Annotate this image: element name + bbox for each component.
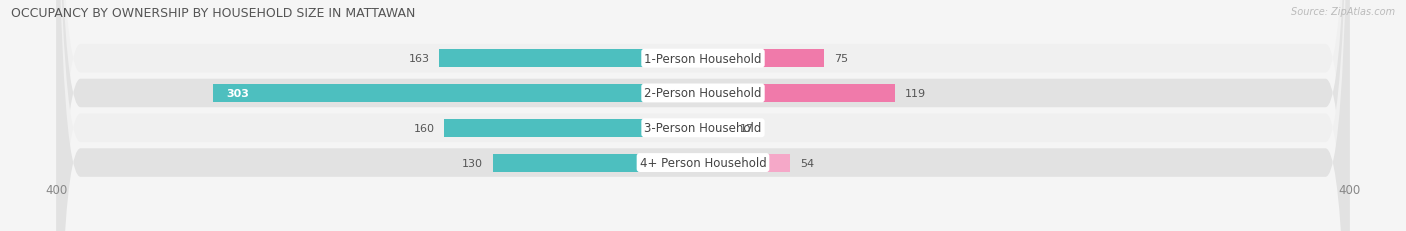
Text: Source: ZipAtlas.com: Source: ZipAtlas.com: [1291, 7, 1395, 17]
Text: 130: 130: [463, 158, 484, 168]
Bar: [703, 85, 896, 103]
Text: 1-Person Household: 1-Person Household: [644, 52, 762, 65]
Bar: [214, 85, 703, 103]
Text: 303: 303: [226, 88, 249, 99]
Text: 3-Person Household: 3-Person Household: [644, 122, 762, 135]
Bar: [444, 119, 703, 137]
Text: 4+ Person Household: 4+ Person Household: [640, 156, 766, 169]
Text: 2-Person Household: 2-Person Household: [644, 87, 762, 100]
Text: 75: 75: [834, 54, 848, 64]
Text: 119: 119: [905, 88, 927, 99]
FancyBboxPatch shape: [56, 0, 1350, 231]
Bar: [440, 50, 703, 68]
Bar: [703, 119, 731, 137]
Text: 160: 160: [413, 123, 434, 133]
Text: 54: 54: [800, 158, 814, 168]
FancyBboxPatch shape: [56, 0, 1350, 231]
Text: 163: 163: [409, 54, 430, 64]
Text: OCCUPANCY BY OWNERSHIP BY HOUSEHOLD SIZE IN MATTAWAN: OCCUPANCY BY OWNERSHIP BY HOUSEHOLD SIZE…: [11, 7, 416, 20]
Bar: [703, 50, 824, 68]
FancyBboxPatch shape: [56, 0, 1350, 231]
FancyBboxPatch shape: [56, 0, 1350, 231]
Text: 17: 17: [740, 123, 754, 133]
Bar: [494, 154, 703, 172]
Bar: [703, 154, 790, 172]
